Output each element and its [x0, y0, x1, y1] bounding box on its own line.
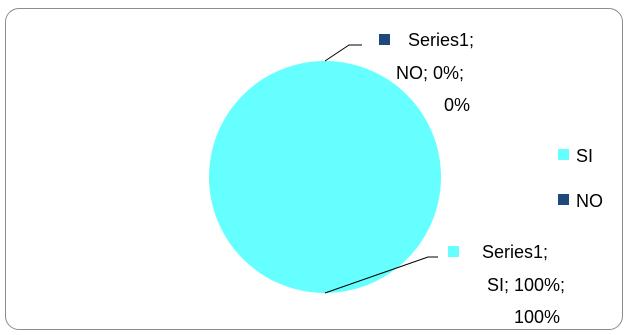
legend-key-no	[558, 194, 569, 205]
data-label-si-line-1: Series1;	[482, 242, 548, 262]
legend-label-si: SI	[576, 146, 593, 166]
data-label-si-line-3: 100%	[514, 307, 560, 327]
data-label-no-line-3: 0%	[444, 95, 470, 115]
pie-slice-si	[209, 61, 441, 293]
data-label-no-line-2: NO; 0%;	[396, 63, 464, 83]
legend-key-si	[558, 149, 569, 160]
data-label-no-line-1: Series1;	[408, 30, 474, 50]
leader-line-si	[324, 256, 438, 294]
data-label-key-si	[448, 246, 459, 257]
legend-label-no: NO	[576, 191, 603, 211]
data-label-key-no	[379, 34, 390, 45]
leader-line-no	[324, 44, 362, 62]
data-label-si-line-2: SI; 100%;	[487, 275, 565, 295]
